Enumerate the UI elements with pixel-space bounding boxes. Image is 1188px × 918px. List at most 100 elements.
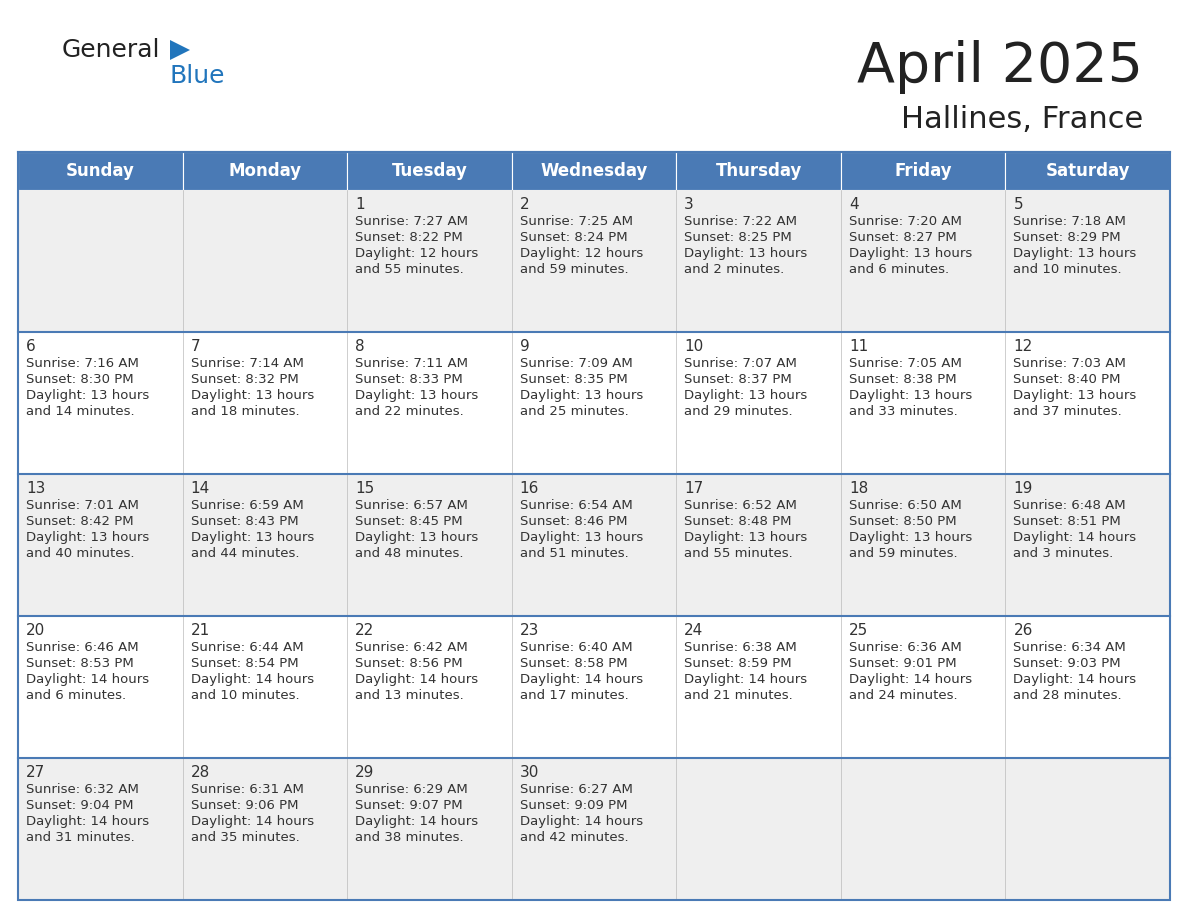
Text: General: General (62, 38, 160, 62)
Text: Tuesday: Tuesday (392, 162, 467, 180)
Bar (347, 758, 512, 900)
Text: 26: 26 (1013, 623, 1032, 638)
Text: Daylight: 14 hours: Daylight: 14 hours (190, 673, 314, 686)
Bar (347, 474, 512, 616)
Bar (183, 758, 347, 900)
Text: Daylight: 13 hours: Daylight: 13 hours (1013, 247, 1137, 260)
Text: 13: 13 (26, 481, 45, 496)
Bar (347, 616, 512, 758)
Text: Wednesday: Wednesday (541, 162, 647, 180)
Text: Sunrise: 6:31 AM: Sunrise: 6:31 AM (190, 783, 303, 796)
Text: 2: 2 (519, 197, 530, 212)
Text: Daylight: 13 hours: Daylight: 13 hours (26, 389, 150, 402)
Text: Sunday: Sunday (65, 162, 134, 180)
Text: Sunset: 9:01 PM: Sunset: 9:01 PM (849, 657, 956, 670)
Text: Sunrise: 6:27 AM: Sunrise: 6:27 AM (519, 783, 632, 796)
Text: Sunrise: 7:20 AM: Sunrise: 7:20 AM (849, 215, 962, 228)
Text: Daylight: 14 hours: Daylight: 14 hours (849, 673, 972, 686)
Bar (512, 152, 676, 190)
Text: Sunrise: 7:07 AM: Sunrise: 7:07 AM (684, 357, 797, 370)
Text: 10: 10 (684, 339, 703, 354)
Text: Daylight: 14 hours: Daylight: 14 hours (355, 673, 479, 686)
Text: Sunset: 8:27 PM: Sunset: 8:27 PM (849, 231, 956, 244)
Text: Sunrise: 6:29 AM: Sunrise: 6:29 AM (355, 783, 468, 796)
Bar (1005, 190, 1170, 332)
Text: Sunrise: 7:05 AM: Sunrise: 7:05 AM (849, 357, 962, 370)
Text: Daylight: 13 hours: Daylight: 13 hours (355, 531, 479, 544)
Text: and 14 minutes.: and 14 minutes. (26, 405, 134, 418)
Polygon shape (170, 40, 190, 60)
Text: and 40 minutes.: and 40 minutes. (26, 547, 134, 560)
Text: Sunset: 8:50 PM: Sunset: 8:50 PM (849, 515, 956, 528)
Text: Blue: Blue (170, 64, 226, 88)
Text: Sunset: 8:48 PM: Sunset: 8:48 PM (684, 515, 791, 528)
Text: Sunset: 8:59 PM: Sunset: 8:59 PM (684, 657, 792, 670)
Text: Sunrise: 6:50 AM: Sunrise: 6:50 AM (849, 499, 961, 512)
Text: Sunset: 8:22 PM: Sunset: 8:22 PM (355, 231, 463, 244)
Bar (183, 474, 347, 616)
Text: 25: 25 (849, 623, 868, 638)
Text: Daylight: 13 hours: Daylight: 13 hours (26, 531, 150, 544)
Text: and 42 minutes.: and 42 minutes. (519, 831, 628, 844)
Text: 28: 28 (190, 765, 210, 780)
Text: Sunrise: 7:11 AM: Sunrise: 7:11 AM (355, 357, 468, 370)
Text: 15: 15 (355, 481, 374, 496)
Text: 12: 12 (1013, 339, 1032, 354)
Text: Sunrise: 6:57 AM: Sunrise: 6:57 AM (355, 499, 468, 512)
Text: 29: 29 (355, 765, 374, 780)
Text: and 55 minutes.: and 55 minutes. (684, 547, 794, 560)
Text: Sunrise: 7:01 AM: Sunrise: 7:01 AM (26, 499, 139, 512)
Text: 22: 22 (355, 623, 374, 638)
Text: 7: 7 (190, 339, 201, 354)
Text: Sunset: 8:56 PM: Sunset: 8:56 PM (355, 657, 463, 670)
Bar (347, 332, 512, 474)
Bar (512, 190, 676, 332)
Text: and 28 minutes.: and 28 minutes. (1013, 689, 1121, 702)
Bar (676, 616, 841, 758)
Text: and 21 minutes.: and 21 minutes. (684, 689, 794, 702)
Text: Daylight: 13 hours: Daylight: 13 hours (1013, 389, 1137, 402)
Text: Sunrise: 7:09 AM: Sunrise: 7:09 AM (519, 357, 632, 370)
Text: Sunrise: 7:03 AM: Sunrise: 7:03 AM (1013, 357, 1126, 370)
Text: and 31 minutes.: and 31 minutes. (26, 831, 134, 844)
Text: Daylight: 14 hours: Daylight: 14 hours (519, 815, 643, 828)
Text: Daylight: 13 hours: Daylight: 13 hours (355, 389, 479, 402)
Bar (841, 152, 1005, 190)
Text: Sunrise: 7:22 AM: Sunrise: 7:22 AM (684, 215, 797, 228)
Text: 27: 27 (26, 765, 45, 780)
Text: Saturday: Saturday (1045, 162, 1130, 180)
Text: Sunset: 8:35 PM: Sunset: 8:35 PM (519, 373, 627, 386)
Text: Daylight: 13 hours: Daylight: 13 hours (684, 247, 808, 260)
Text: Daylight: 12 hours: Daylight: 12 hours (355, 247, 479, 260)
Text: Sunrise: 6:52 AM: Sunrise: 6:52 AM (684, 499, 797, 512)
Bar (183, 152, 347, 190)
Text: 1: 1 (355, 197, 365, 212)
Text: April 2025: April 2025 (857, 40, 1143, 94)
Text: 21: 21 (190, 623, 210, 638)
Text: Sunrise: 6:42 AM: Sunrise: 6:42 AM (355, 641, 468, 654)
Bar (676, 190, 841, 332)
Text: 3: 3 (684, 197, 694, 212)
Text: Daylight: 13 hours: Daylight: 13 hours (519, 389, 643, 402)
Bar (183, 190, 347, 332)
Text: 19: 19 (1013, 481, 1032, 496)
Text: Daylight: 14 hours: Daylight: 14 hours (684, 673, 808, 686)
Text: Sunrise: 6:44 AM: Sunrise: 6:44 AM (190, 641, 303, 654)
Text: Daylight: 13 hours: Daylight: 13 hours (519, 531, 643, 544)
Bar (18, 616, 183, 758)
Text: Daylight: 13 hours: Daylight: 13 hours (849, 247, 972, 260)
Text: Sunrise: 7:14 AM: Sunrise: 7:14 AM (190, 357, 303, 370)
Text: Daylight: 14 hours: Daylight: 14 hours (1013, 531, 1137, 544)
Text: Sunset: 8:40 PM: Sunset: 8:40 PM (1013, 373, 1121, 386)
Bar (512, 758, 676, 900)
Text: Sunrise: 6:34 AM: Sunrise: 6:34 AM (1013, 641, 1126, 654)
Bar (676, 474, 841, 616)
Text: Sunset: 8:58 PM: Sunset: 8:58 PM (519, 657, 627, 670)
Bar (841, 332, 1005, 474)
Text: and 6 minutes.: and 6 minutes. (26, 689, 126, 702)
Bar (183, 332, 347, 474)
Bar (1005, 332, 1170, 474)
Bar (18, 332, 183, 474)
Text: 14: 14 (190, 481, 210, 496)
Text: and 6 minutes.: and 6 minutes. (849, 263, 949, 276)
